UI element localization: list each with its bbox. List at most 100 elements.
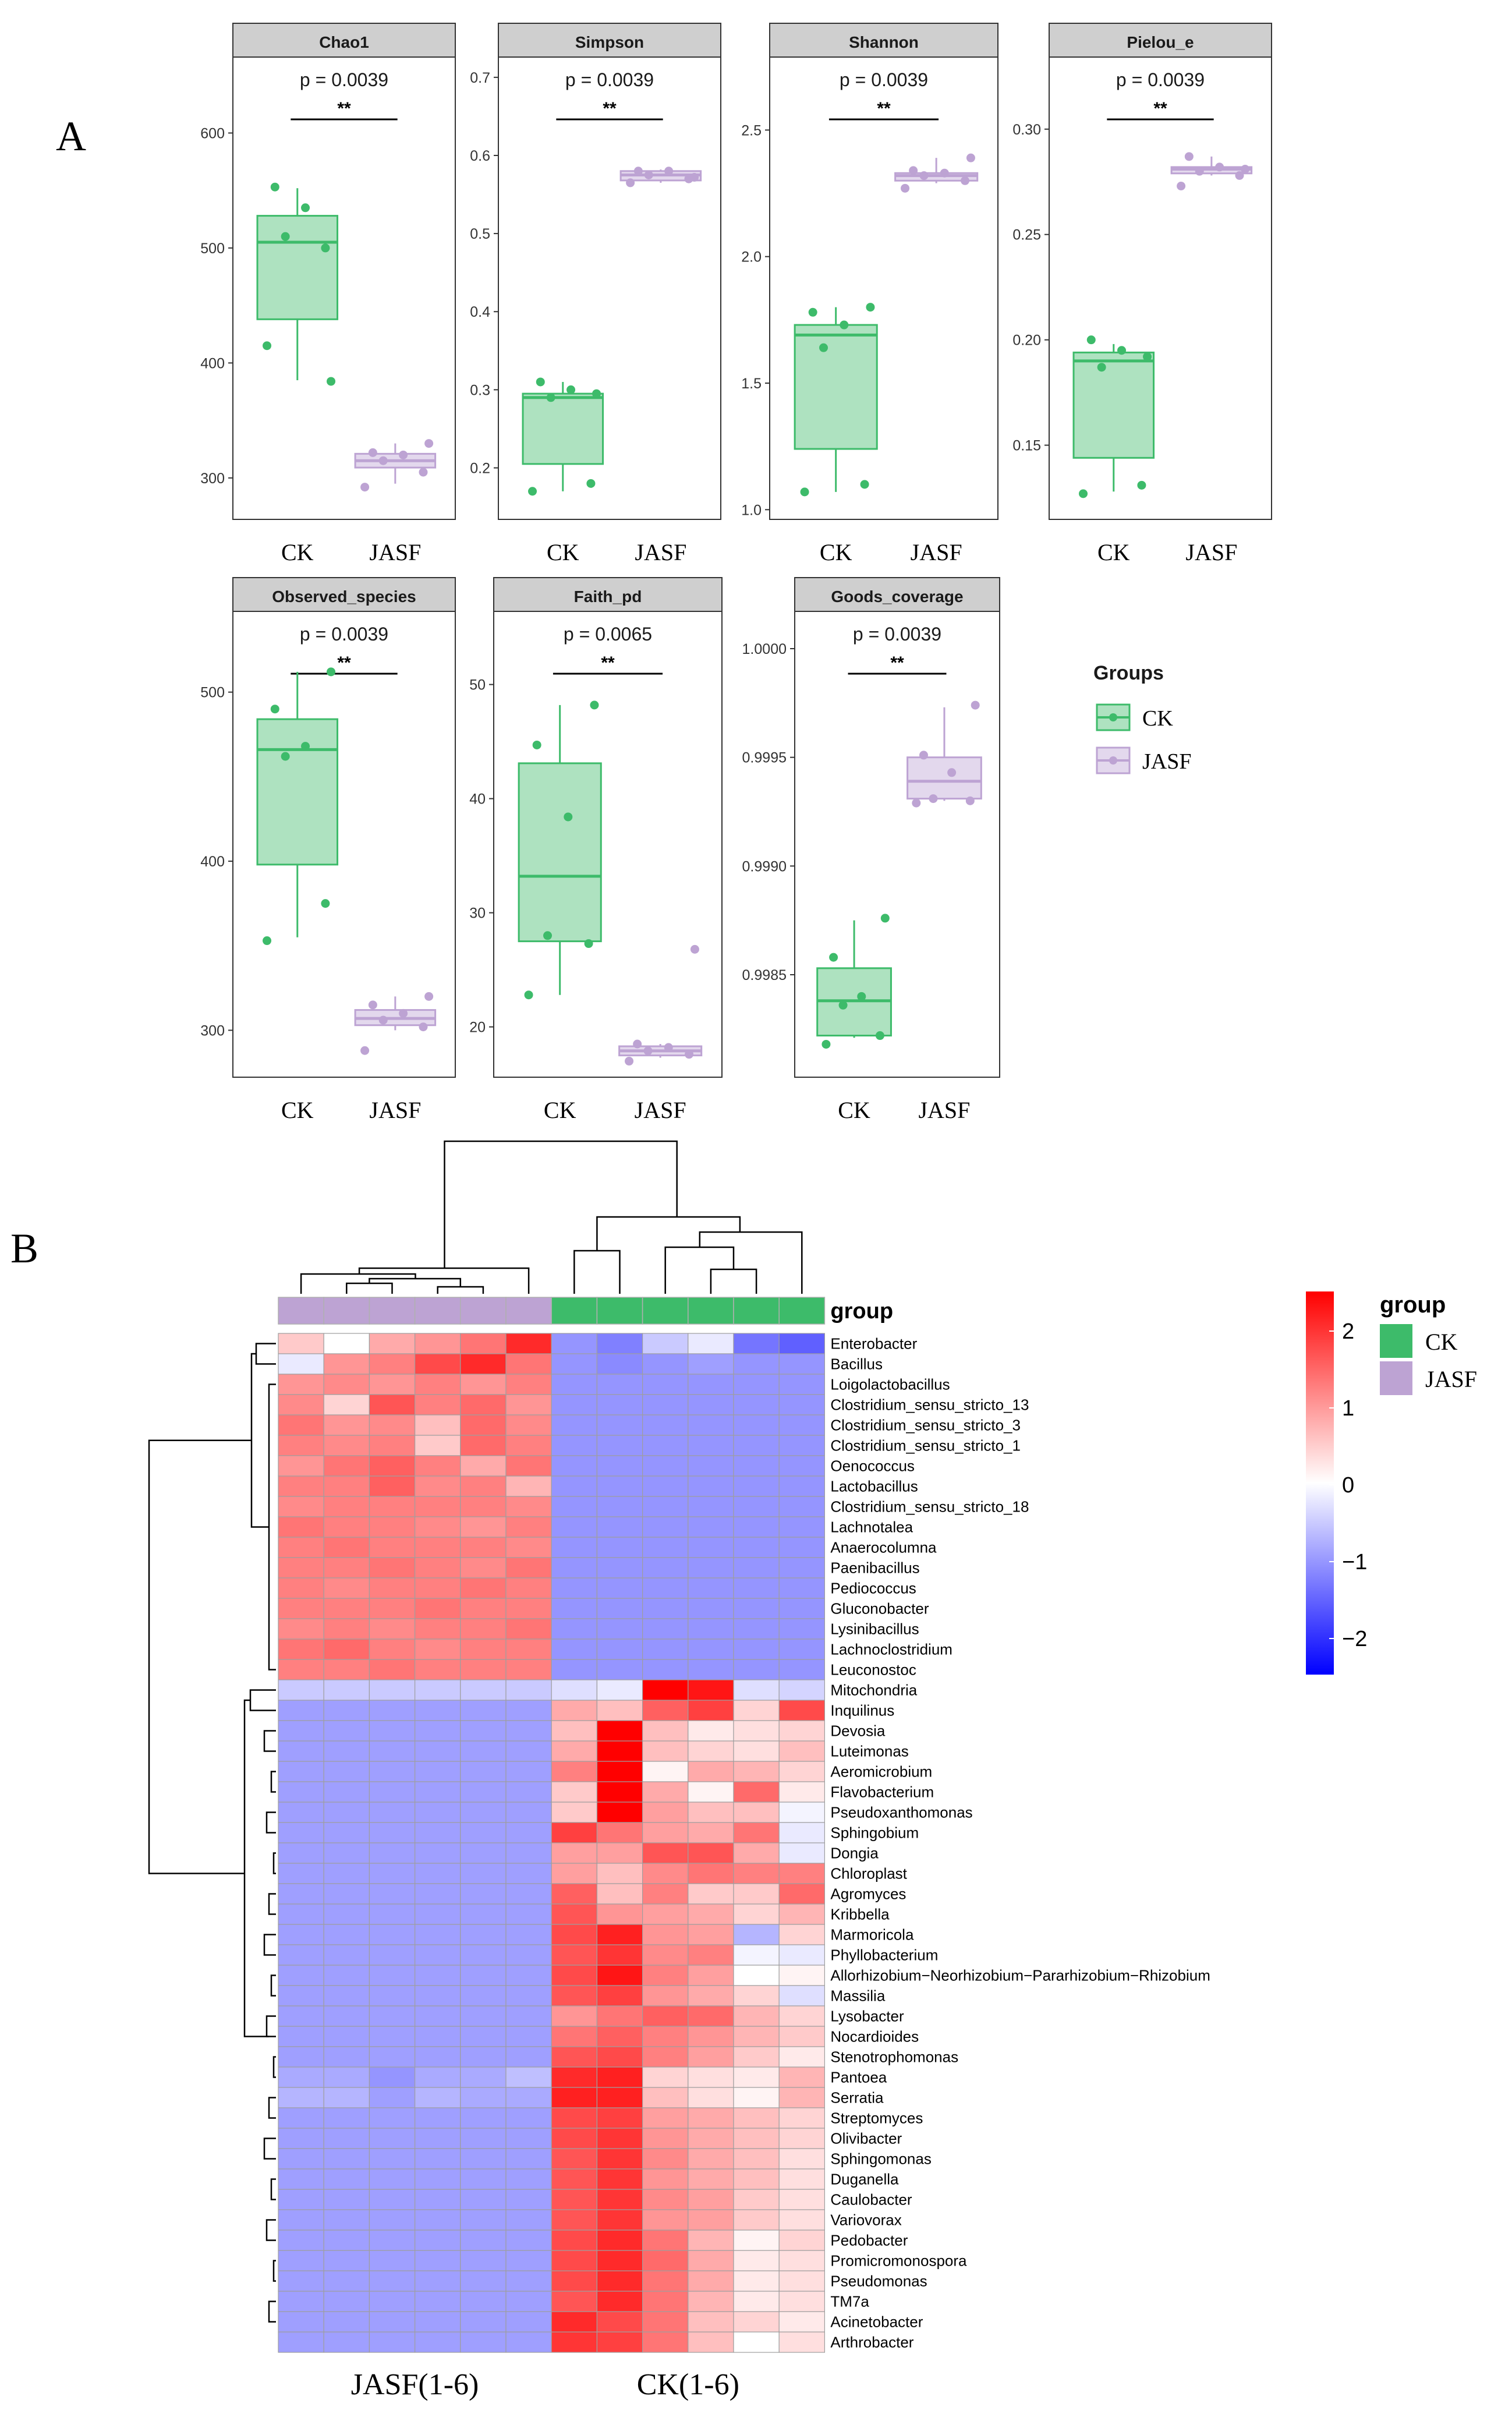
heatmap-cell [278, 1822, 324, 1843]
heatmap-cell [414, 2311, 461, 2333]
heatmap-cell [733, 1618, 780, 1640]
heatmap-cell [551, 2189, 598, 2210]
heatmap-cell [642, 2046, 689, 2068]
row-label: Enterobacter [830, 1335, 917, 1353]
legend-item-ck: CK [1096, 703, 1173, 731]
heatmap-cell [323, 2270, 370, 2292]
heatmap-cell [369, 1720, 416, 1742]
plot-area [1049, 56, 1272, 520]
box-jasf: JASF [354, 992, 437, 1123]
heatmap-cell [551, 1557, 598, 1579]
heatmap-cell [460, 1516, 507, 1538]
heatmap-cell [596, 2230, 643, 2251]
heatmap-cell [278, 1985, 324, 2007]
heatmap-cell [460, 1965, 507, 1986]
heatmap-cell [596, 1618, 643, 1640]
heatmap-cell [505, 2107, 552, 2129]
heatmap-cell [778, 2046, 825, 2068]
heatmap-cell [642, 1435, 689, 1456]
heatmap-cell [414, 1537, 461, 1558]
heatmap-cell [278, 1475, 324, 1497]
panel-a-label: A [56, 113, 86, 160]
heatmap-cell [323, 1496, 370, 1517]
heatmap-cell [642, 1496, 689, 1517]
data-point [840, 320, 849, 330]
heatmap-cell [460, 2066, 507, 2088]
heatmap-cell [414, 1557, 461, 1579]
heatmap-cell [278, 1659, 324, 1680]
heatmap-cell [733, 1659, 780, 1680]
heatmap-cell [642, 2230, 689, 2251]
box-ck: CK [256, 667, 339, 1123]
y-tick-label: 0.30 [1012, 122, 1041, 138]
y-tick-label: 0.9990 [742, 858, 787, 875]
heatmap-cell [369, 1496, 416, 1517]
row-label: Paenibacillus [830, 1559, 919, 1577]
heatmap-cell [733, 2046, 780, 2068]
heatmap-cell [323, 1720, 370, 1742]
heatmap-cell [369, 1822, 416, 1843]
heatmap-cell [323, 1985, 370, 2007]
heatmap-cell [688, 1944, 734, 1966]
data-point [1143, 352, 1152, 362]
heatmap-cell [551, 2270, 598, 2292]
row-label: Acinetobacter [830, 2313, 923, 2331]
heatmap-cell [688, 2189, 734, 2210]
heatmap-cell [596, 1577, 643, 1599]
data-point [1137, 480, 1146, 490]
heatmap-cell [551, 1353, 598, 1375]
heatmap-cell [505, 1903, 552, 1925]
heatmap-cell [323, 1577, 370, 1599]
data-point [263, 341, 272, 351]
heatmap-cell [688, 2250, 734, 2271]
heatmap-cell [688, 2291, 734, 2312]
heatmap-cell [323, 1639, 370, 1660]
heatmap-cell [505, 2291, 552, 2312]
dendrogram-link [664, 1246, 735, 1294]
dendrogram-link [596, 1216, 741, 1251]
heatmap-cell [414, 2148, 461, 2170]
heatmap-cell [642, 1924, 689, 1945]
heatmap-cell [733, 1537, 780, 1558]
heatmap-cell [505, 2026, 552, 2047]
heatmap-cell [323, 1618, 370, 1640]
data-point [532, 740, 541, 749]
heatmap-cell [596, 2005, 643, 2027]
row-label: Kribbella [830, 1906, 890, 1923]
heatmap-cell [551, 1618, 598, 1640]
dendrogram-link [272, 1852, 276, 1874]
heatmap-cell [460, 1333, 507, 1354]
heatmap-cell [642, 1475, 689, 1497]
heatmap-cell [733, 2270, 780, 2292]
data-point [966, 153, 975, 162]
row-label: Devosia [830, 1722, 885, 1740]
row-label: Marmoricola [830, 1926, 914, 1944]
column-dendrogram [300, 1140, 803, 1294]
heatmap-cell [323, 1394, 370, 1415]
row-label: Loigolactobacillus [830, 1376, 950, 1393]
legend-b-key-ck [1380, 1324, 1412, 1358]
heatmap-cell [369, 1924, 416, 1945]
heatmap-cell [460, 1802, 507, 1823]
heatmap-cell [642, 1394, 689, 1415]
data-point [590, 700, 599, 710]
heatmap-cell [505, 2209, 552, 2231]
heatmap-cell [778, 2270, 825, 2292]
heatmap-cell [688, 1374, 734, 1395]
heatmap-cell [596, 2046, 643, 2068]
data-point [399, 450, 408, 459]
heatmap-cell [278, 1394, 324, 1415]
facet-title: Faith_pd [574, 588, 642, 606]
heatmap-cell [596, 1761, 643, 1782]
heatmap-cell [642, 1944, 689, 1966]
significance-stars: ** [337, 99, 351, 118]
y-tick-label: 400 [200, 854, 225, 870]
heatmap-cell [505, 2046, 552, 2068]
heatmap-cell [323, 1822, 370, 1843]
facet-title: Observed_species [272, 588, 416, 606]
heatmap-cell [642, 1557, 689, 1579]
annotation-cell-jasf [460, 1297, 507, 1325]
heatmap-cell [688, 2270, 734, 2292]
heatmap-cell [642, 2209, 689, 2231]
annotation-cell-ck [551, 1297, 598, 1325]
